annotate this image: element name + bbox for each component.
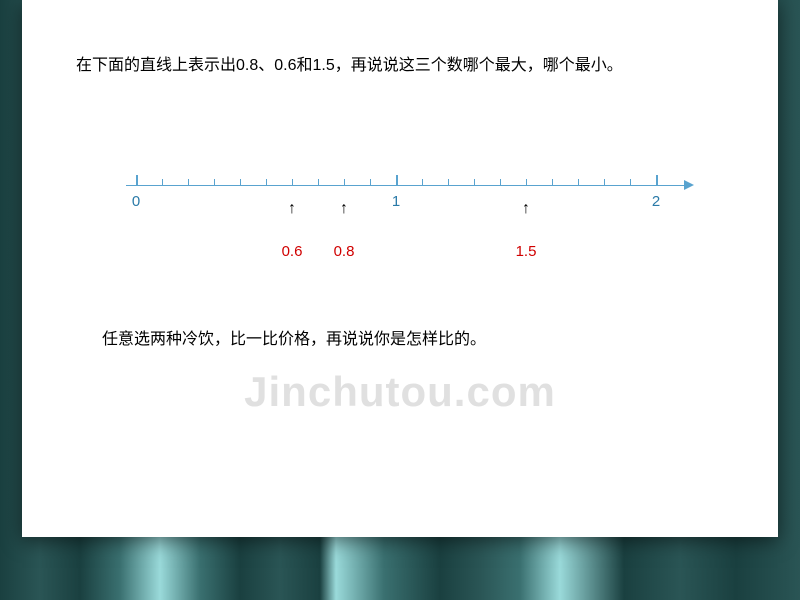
- number-line-minor-tick: [552, 179, 553, 185]
- number-line-minor-tick: [292, 179, 293, 185]
- number-line-minor-tick: [266, 179, 267, 185]
- number-line-minor-tick: [162, 179, 163, 185]
- number-line-tick-label: 1: [392, 193, 400, 210]
- slide: 在下面的直线上表示出0.8、0.6和1.5，再说说这三个数哪个最大，哪个最小。 …: [22, 0, 778, 537]
- number-line-minor-tick: [422, 179, 423, 185]
- number-line-minor-tick: [214, 179, 215, 185]
- number-line-minor-tick: [448, 179, 449, 185]
- watermark-text: Jinchutou.com: [22, 368, 778, 416]
- number-line-minor-tick: [188, 179, 189, 185]
- number-line-minor-tick: [604, 179, 605, 185]
- question-1-text: 在下面的直线上表示出0.8、0.6和1.5，再说说这三个数哪个最大，哪个最小。: [76, 52, 738, 79]
- number-line-pointer-arrow-up-icon: ↑: [522, 201, 530, 217]
- number-line-minor-tick: [578, 179, 579, 185]
- number-line-pointer-arrow-up-icon: ↑: [340, 201, 348, 217]
- number-line-point-value: 1.5: [516, 243, 537, 260]
- number-line-major-tick: [396, 175, 398, 185]
- number-line-point-value: 0.6: [282, 243, 303, 260]
- number-line-minor-tick: [344, 179, 345, 185]
- number-line-major-tick: [136, 175, 138, 185]
- question-2-text: 任意选两种冷饮，比一比价格，再说说你是怎样比的。: [102, 326, 738, 353]
- number-line-minor-tick: [500, 179, 501, 185]
- number-line-minor-tick: [630, 179, 631, 185]
- number-line-tick-label: 2: [652, 193, 660, 210]
- number-line-minor-tick: [240, 179, 241, 185]
- number-line-minor-tick: [318, 179, 319, 185]
- number-line-minor-tick: [526, 179, 527, 185]
- number-line-arrow-icon: [684, 180, 694, 190]
- number-line-tick-label: 0: [132, 193, 140, 210]
- number-line-pointer-arrow-up-icon: ↑: [288, 201, 296, 217]
- number-line-major-tick: [656, 175, 658, 185]
- number-line-minor-tick: [474, 179, 475, 185]
- number-line-minor-tick: [370, 179, 371, 185]
- number-line-point-value: 0.8: [334, 243, 355, 260]
- number-line-axis: [126, 185, 686, 186]
- number-line: 0 1 2 ↑ 0.6 ↑ 0.8 ↑ 1.5: [126, 165, 686, 285]
